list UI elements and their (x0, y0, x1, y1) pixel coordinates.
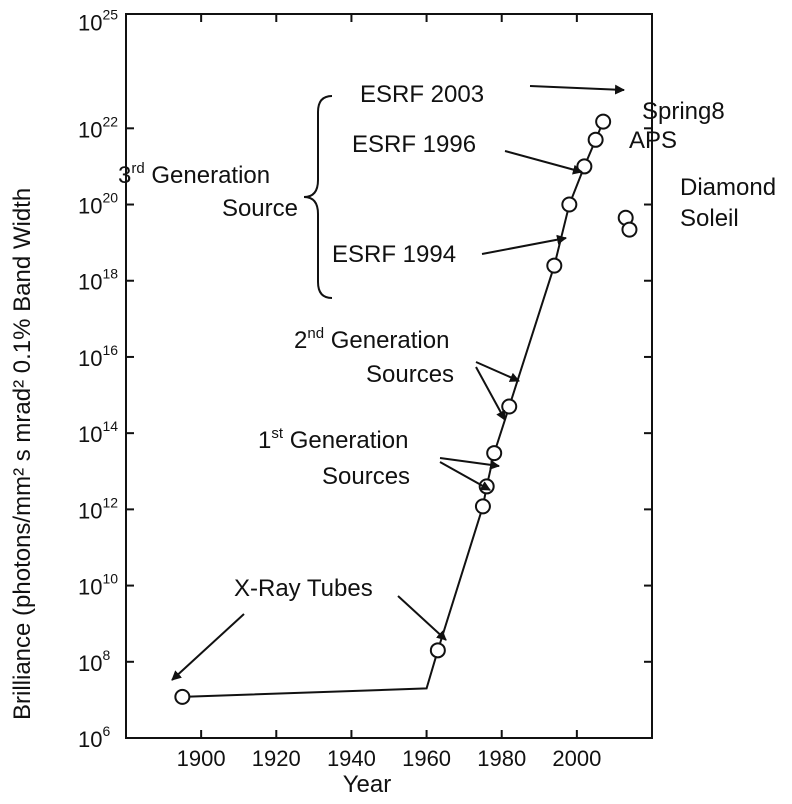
x-tick-label: 1960 (402, 746, 451, 771)
y-axis-title-text: Brilliance (photons/mm² s mrad² 0.1% Ban… (9, 188, 36, 720)
gen1-arrow-upper (439, 457, 500, 470)
data-point (429, 642, 446, 659)
plot-frame (125, 13, 653, 739)
soleil-label: Soleil (680, 205, 739, 232)
xray-tubes-arrow-right (397, 595, 447, 641)
y-tick-label: 1012 (78, 494, 118, 523)
esrf-1994-arrow (481, 234, 567, 255)
x-tick-label: 1980 (477, 746, 526, 771)
aps-label: APS (629, 127, 677, 154)
data-point (486, 445, 503, 462)
x-tick-label: 1900 (177, 746, 226, 771)
gen1-label-line2: Sources (322, 463, 410, 490)
gen2-arrow-lower (475, 366, 506, 421)
data-point (587, 131, 604, 148)
esrf-1996-arrow (504, 150, 583, 175)
x-tick-label: 1920 (252, 746, 301, 771)
gen1-label-line1: 1st Generation (258, 425, 408, 454)
x-tick-label: 1940 (327, 746, 376, 771)
gen3-label-line2: Source (222, 195, 298, 222)
esrf-2003-label: ESRF 2003 (360, 81, 484, 108)
y-tick-label: 1020 (78, 190, 118, 219)
esrf-1996-label: ESRF 1996 (352, 131, 476, 158)
y-tick-label: 1010 (78, 571, 118, 600)
xray-tubes-label: X-Ray Tubes (234, 575, 373, 602)
gen2-label-line1: 2nd Generation (294, 325, 449, 354)
data-point (174, 688, 191, 705)
gen3-brace (303, 95, 333, 299)
y-tick-label: 1025 (78, 7, 118, 36)
diamond-label: Diamond (680, 174, 776, 201)
xray-tubes-arrow-left (171, 613, 245, 681)
data-point (546, 257, 563, 274)
data-point (474, 498, 491, 515)
gen2-arrow-upper (475, 361, 520, 382)
y-axis-title: Brilliance (photons/mm² s mrad² 0.1% Ban… (9, 188, 36, 720)
x-tick-label: 2000 (552, 746, 601, 771)
ticks-layer: 1900 1920 1940 1960 1980 2000 106 108 1010 1012 10… (78, 7, 652, 771)
gen3-label-line1: 3rd Generation (118, 160, 270, 189)
y-tick-label: 1022 (78, 113, 118, 142)
gen2-label-line2: Sources (366, 361, 454, 388)
gen1-arrow-lower (439, 461, 491, 491)
data-point (501, 398, 518, 415)
y-tick-label: 1016 (78, 342, 118, 371)
y-tick-label: 1018 (78, 266, 118, 295)
esrf-2003-arrow (529, 84, 625, 95)
esrf-1994-label: ESRF 1994 (332, 241, 456, 268)
data-point (621, 221, 638, 238)
y-tick-label: 106 (78, 723, 110, 752)
spring8-label: Spring8 (642, 98, 725, 125)
x-axis-title: Year (343, 771, 392, 798)
data-point (561, 196, 578, 213)
y-tick-label: 1014 (78, 418, 118, 447)
y-tick-label: 108 (78, 647, 110, 676)
data-point (595, 113, 612, 130)
